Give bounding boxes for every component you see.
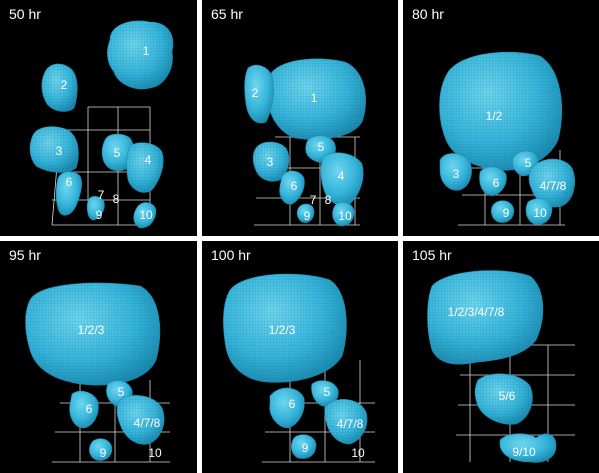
region-label: 10 <box>351 446 365 460</box>
region-label: 4/7/8 <box>134 416 161 430</box>
region-label: 10 <box>533 206 547 220</box>
region-label: 5 <box>318 140 325 154</box>
region-labels: 1 2 5 3 4 67 89 10 <box>252 86 352 223</box>
region-label: 9/10 <box>512 445 536 459</box>
region-label: 5 <box>324 385 331 399</box>
region-label: 7 <box>98 188 105 202</box>
region-label: 9 <box>503 206 510 220</box>
time-label: 65 hr <box>211 6 243 22</box>
region-blobs <box>427 270 557 463</box>
region-blobs <box>29 20 174 229</box>
region-label: 1 <box>311 91 318 105</box>
region-blobs <box>244 58 366 227</box>
panel-65hr-render: 1 2 5 3 4 67 89 10 <box>244 58 366 227</box>
region-label: 9 <box>96 208 103 222</box>
region-label: 5/6 <box>499 389 516 403</box>
panel-100hr: 100 hr 1/2/3 5 6 4/7/8 9 10 <box>202 241 398 473</box>
region-label: 6 <box>66 175 73 189</box>
time-label: 105 hr <box>412 247 452 263</box>
region-blobs <box>25 282 165 461</box>
panel-65hr: 65 hr 1 2 <box>202 0 398 236</box>
region-label: 6 <box>86 402 93 416</box>
panel-105hr-render: 1/2/3/4/7/8 5/6 9/10 <box>427 270 575 463</box>
region-label: 6 <box>291 179 298 193</box>
panel-80hr: 80 hr 1/2 5 3 6 4/7/8 9 10 <box>403 0 599 236</box>
region-label: 5 <box>114 146 121 160</box>
panel-50hr: 50 hr <box>0 0 197 236</box>
region-label: 5 <box>525 156 532 170</box>
region-label: 1/2/3 <box>78 323 105 337</box>
region-label: 4/7/8 <box>337 417 364 431</box>
region-label: 1/2/3/4/7/8 <box>448 305 505 319</box>
region-labels: 1/2 5 3 6 4/7/8 9 10 <box>453 109 567 220</box>
region-labels: 1/2/3/4/7/8 5/6 9/10 <box>448 305 536 459</box>
region-label: 6 <box>493 176 500 190</box>
region-label: 9 <box>304 209 311 223</box>
region-label: 8 <box>325 193 332 207</box>
panel-95hr: 95 hr 1/2/3 5 6 4/7/8 9 10 <box>0 241 197 473</box>
region-label: 5 <box>118 385 125 399</box>
region-label: 7 <box>310 193 317 207</box>
region-label: 6 <box>289 397 296 411</box>
region-label: 4/7/8 <box>540 179 567 193</box>
time-label: 80 hr <box>412 6 444 22</box>
region-label: 10 <box>338 209 352 223</box>
region-label: 9 <box>302 441 309 455</box>
time-label: 95 hr <box>9 247 41 263</box>
region-label: 3 <box>267 155 274 169</box>
region-label: 1 <box>143 44 150 58</box>
region-label: 2 <box>252 86 259 100</box>
region-label: 1/2/3 <box>269 323 296 337</box>
region-labels: 1/2/3 5 6 4/7/8 9 10 <box>269 323 365 460</box>
region-label: 9 <box>100 446 107 460</box>
region-label: 1/2 <box>486 109 503 123</box>
region-blobs <box>223 273 368 459</box>
panel-95hr-render: 1/2/3 5 6 4/7/8 9 10 <box>25 282 170 463</box>
time-label: 100 hr <box>211 247 251 263</box>
region-labels: 1/2/3 5 6 4/7/8 9 10 <box>78 323 162 460</box>
region-label: 10 <box>148 446 162 460</box>
region-blobs <box>439 51 575 225</box>
panel-105hr: 105 hr 1/2/3/4/7/8 5/6 9/10 <box>403 241 599 473</box>
region-labels: 1 2 3 5 4 6 7 89 10 <box>56 44 153 222</box>
time-label: 50 hr <box>9 6 41 22</box>
region-label: 8 <box>113 192 120 206</box>
panel-80hr-render: 1/2 5 3 6 4/7/8 9 10 <box>439 51 575 226</box>
panel-100hr-render: 1/2/3 5 6 4/7/8 9 10 <box>223 273 375 463</box>
panel-50hr-render: 1 2 3 5 4 6 7 89 10 <box>29 20 174 229</box>
region-label: 3 <box>56 144 63 158</box>
region-label: 4 <box>338 169 345 183</box>
region-label: 10 <box>139 208 153 222</box>
region-label: 4 <box>145 153 152 167</box>
region-label: 2 <box>61 78 68 92</box>
region-label: 3 <box>453 167 460 181</box>
